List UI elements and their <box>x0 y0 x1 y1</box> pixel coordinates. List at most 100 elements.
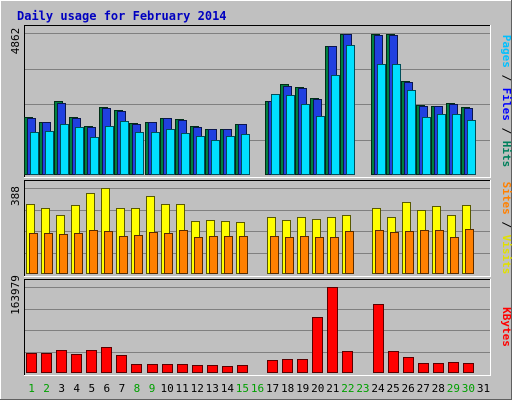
bar-visits-sites-day-12 <box>194 237 203 274</box>
panel-requests-legend: Pages / Files / Hits <box>500 35 512 168</box>
bar-requests-pages-day-1 <box>30 132 39 175</box>
panel-visits: 388 Sites / Visits <box>9 180 512 277</box>
bar-visits-sites-day-15 <box>239 236 248 274</box>
bar-kbytes-kbytes-day-9 <box>147 364 158 373</box>
bar-kbytes-kbytes-day-5 <box>86 350 97 373</box>
panel-visits-max-label: 388 <box>9 186 22 206</box>
legend-label-visits: Visits <box>500 235 512 275</box>
bar-requests-pages-day-4 <box>75 127 84 175</box>
bar-requests-pages-day-26 <box>407 90 416 175</box>
bar-kbytes-kbytes-day-21 <box>327 287 338 373</box>
x-tick-label-3: 3 <box>58 382 65 395</box>
bar-requests-pages-day-28 <box>437 114 446 175</box>
bar-visits-sites-day-26 <box>405 231 414 274</box>
bar-kbytes-kbytes-day-15 <box>237 365 248 373</box>
x-tick-label-12: 12 <box>191 382 204 395</box>
bar-requests-pages-day-18 <box>286 95 295 175</box>
bar-kbytes-kbytes-day-11 <box>177 364 188 373</box>
chart-title: Daily usage for February 2014 <box>17 9 227 23</box>
x-tick-label-28: 28 <box>432 382 445 395</box>
bar-requests-pages-day-27 <box>422 117 431 175</box>
bar-requests-pages-day-13 <box>211 140 220 175</box>
bar-visits-sites-day-21 <box>330 237 339 274</box>
bar-visits-sites-day-8 <box>134 235 143 274</box>
x-tick-label-1: 1 <box>28 382 35 395</box>
bar-visits-sites-day-6 <box>104 231 113 274</box>
bar-visits-sites-day-28 <box>435 230 444 274</box>
legend-label-hits: Hits <box>500 141 512 168</box>
bar-visits-sites-day-11 <box>179 230 188 274</box>
bar-requests-pages-day-3 <box>60 124 69 175</box>
bar-kbytes-kbytes-day-28 <box>433 363 444 373</box>
bar-requests-pages-day-8 <box>135 132 144 175</box>
bar-kbytes-kbytes-day-18 <box>282 359 293 373</box>
panel-visits-legend: Sites / Visits <box>500 182 512 275</box>
bar-visits-sites-day-9 <box>149 232 158 274</box>
bar-requests-pages-day-12 <box>196 136 205 175</box>
x-tick-label-23: 23 <box>356 382 369 395</box>
bar-kbytes-kbytes-day-20 <box>312 317 323 373</box>
bar-kbytes-kbytes-day-24 <box>373 304 384 373</box>
bar-visits-sites-day-29 <box>450 237 459 274</box>
x-tick-label-2: 2 <box>43 382 50 395</box>
bar-visits-sites-day-7 <box>119 236 128 274</box>
panels-layer: 4862 Pages / Files / Hits 388 Sites / Visit… <box>9 25 512 376</box>
bar-visits-sites-day-10 <box>164 233 173 274</box>
x-tick-label-20: 20 <box>311 382 324 395</box>
bar-kbytes-kbytes-day-4 <box>71 354 82 373</box>
x-tick-label-29: 29 <box>447 382 460 395</box>
bar-kbytes-kbytes-day-22 <box>342 351 353 373</box>
bar-kbytes-kbytes-day-27 <box>418 363 429 373</box>
x-tick-label-21: 21 <box>326 382 339 395</box>
bar-requests-pages-day-11 <box>181 133 190 175</box>
bar-visits-sites-day-24 <box>375 230 384 274</box>
bar-visits-sites-day-25 <box>390 232 399 274</box>
x-tick-label-14: 14 <box>221 382 235 395</box>
x-tick-label-10: 10 <box>160 382 173 395</box>
x-tick-label-6: 6 <box>104 382 111 395</box>
bar-kbytes-kbytes-day-29 <box>448 362 459 373</box>
bar-requests-pages-day-9 <box>151 132 160 175</box>
legend-label-pages: Pages <box>500 35 512 68</box>
x-tick-label-30: 30 <box>462 382 475 395</box>
bar-requests-pages-day-20 <box>316 116 325 175</box>
panel-requests: 4862 Pages / Files / Hits <box>9 25 512 178</box>
bar-requests-pages-day-2 <box>45 131 54 175</box>
panel-kbytes-max-label: 163979 <box>9 275 22 315</box>
x-tick-label-4: 4 <box>73 382 80 395</box>
bar-visits-sites-day-1 <box>29 233 38 274</box>
legend-label-sites: Sites <box>500 182 512 215</box>
x-tick-label-17: 17 <box>266 382 279 395</box>
bar-visits-sites-day-17 <box>270 236 279 274</box>
bar-requests-pages-day-22 <box>346 45 355 175</box>
x-tick-label-25: 25 <box>386 382 399 395</box>
bar-requests-pages-day-24 <box>377 64 386 175</box>
bar-kbytes-kbytes-day-19 <box>297 359 308 373</box>
bar-visits-sites-day-20 <box>315 237 324 274</box>
x-tick-label-5: 5 <box>88 382 95 395</box>
x-tick-label-27: 27 <box>417 382 430 395</box>
x-tick-label-15: 15 <box>236 382 249 395</box>
legend-label-files: Files <box>500 88 512 121</box>
bar-visits-sites-day-2 <box>44 233 53 274</box>
x-tick-label-24: 24 <box>371 382 385 395</box>
bar-requests-pages-day-25 <box>392 64 401 175</box>
x-axis: 1 2 3 4 5 6 7 8 9 10 11 12 13 14 15 16 17 18 19 20 21 22 23 24 2… <box>28 382 490 395</box>
bar-requests-pages-day-7 <box>120 121 129 175</box>
bar-visits-sites-day-19 <box>300 236 309 274</box>
bar-requests-pages-day-30 <box>467 120 476 175</box>
bar-kbytes-kbytes-day-17 <box>267 360 278 373</box>
bar-requests-pages-day-10 <box>166 129 175 175</box>
bar-visits-sites-day-14 <box>224 236 233 274</box>
bar-visits-sites-day-4 <box>74 233 83 274</box>
bar-visits-sites-day-5 <box>89 230 98 274</box>
legend-separator: / <box>500 215 512 235</box>
panel-requests-max-label: 4862 <box>9 28 22 55</box>
x-tick-label-7: 7 <box>119 382 126 395</box>
bar-kbytes-kbytes-day-25 <box>388 351 399 373</box>
bar-visits-sites-day-27 <box>420 230 429 274</box>
bar-requests-pages-day-14 <box>226 136 235 175</box>
bar-kbytes-kbytes-day-10 <box>162 364 173 373</box>
